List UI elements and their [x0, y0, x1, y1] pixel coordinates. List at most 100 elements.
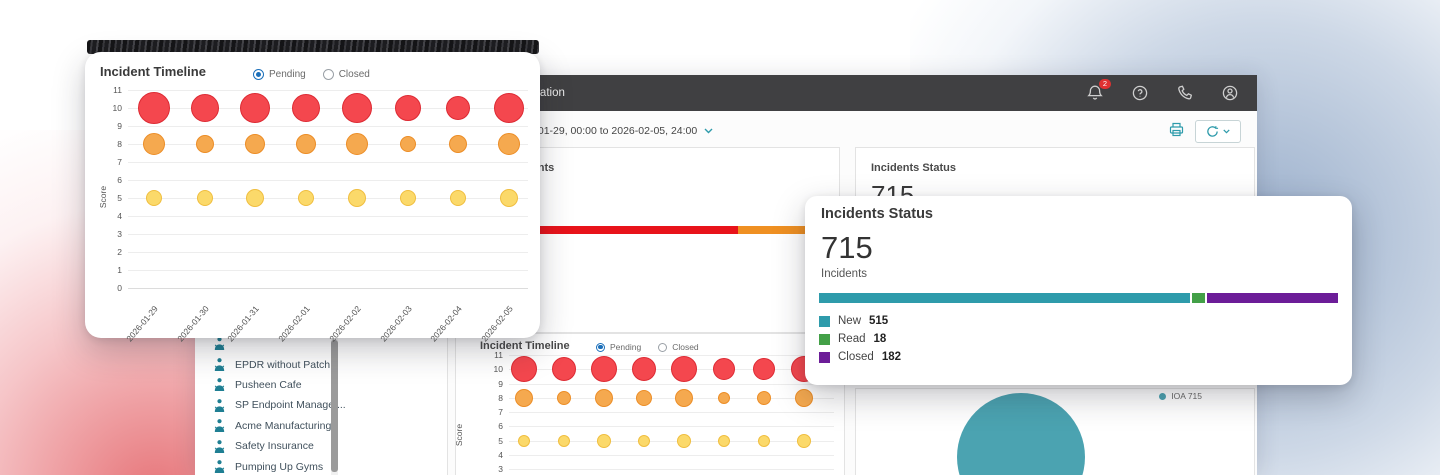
severity-stacked-bar: [506, 226, 826, 234]
gridline: [128, 216, 528, 217]
severity-segment-high: [738, 226, 826, 234]
radio-circle: [253, 69, 264, 80]
radio-closed[interactable]: Closed: [322, 69, 370, 80]
radio-circle: [658, 342, 668, 352]
data-bubble: [552, 357, 576, 382]
phone-icon[interactable]: [1176, 84, 1194, 102]
refresh-button[interactable]: [1195, 120, 1241, 143]
y-axis-tick: 4: [117, 211, 122, 221]
y-axis-tick: 8: [498, 392, 503, 403]
client-list-item[interactable]: Acme Manufacturing: [213, 418, 331, 433]
client-list-item[interactable]: Safety Insurance: [213, 439, 314, 454]
client-name: SP Endpoint Manager...: [235, 399, 346, 412]
data-bubble: [499, 189, 518, 207]
radio-closed[interactable]: Closed: [658, 342, 699, 352]
client-name: Safety Insurance: [235, 440, 314, 453]
legend-label: IOA 715: [1171, 391, 1202, 401]
data-bubble: [240, 93, 271, 123]
data-bubble: [515, 388, 533, 407]
date-range-selector[interactable]: 2026-01-29, 00:00 to 2026-02-05, 24:00: [511, 125, 713, 137]
gridline: [509, 383, 834, 385]
incidents-severity-card: Incidents: [490, 147, 840, 333]
radio-circle: [322, 69, 334, 80]
data-bubble: [671, 356, 697, 383]
radio-label: Pending: [610, 342, 642, 352]
legend-label: New: [838, 315, 862, 327]
client-list-item[interactable]: SP Endpoint Manager...: [213, 398, 346, 413]
incident-timeline-callout-card: Incident Timeline Pending Closed Score 0…: [85, 52, 540, 344]
radio-pending[interactable]: Pending: [596, 342, 641, 352]
status-segment-new: [819, 293, 1191, 303]
radio-label: Closed: [338, 69, 370, 80]
data-bubble: [677, 433, 691, 448]
card-title: Incidents Status: [871, 162, 956, 174]
status-legend: New 515 Read 18 Closed 182: [819, 312, 901, 366]
gridline: [128, 108, 528, 109]
legend-label: Read: [838, 333, 866, 345]
help-icon[interactable]: [1131, 84, 1149, 102]
radio-pending[interactable]: Pending: [253, 69, 306, 80]
gridline: [128, 234, 528, 235]
gridline: [509, 412, 834, 414]
print-button[interactable]: [1168, 121, 1185, 143]
gridline: [509, 440, 834, 442]
client-name: Pusheen Cafe: [235, 378, 302, 391]
notifications-bell-icon[interactable]: 2: [1086, 79, 1111, 102]
y-axis-tick: 6: [117, 175, 122, 185]
incident-timeline-card-background: Incident Timeline Pending Closed Score 0…: [454, 333, 845, 475]
client-list-item[interactable]: Pusheen Cafe: [213, 377, 302, 392]
legend-dot: [1159, 392, 1167, 400]
data-bubble: [713, 358, 735, 381]
legend-row: Closed 182: [819, 348, 901, 366]
y-axis-tick: 5: [498, 435, 503, 446]
gridline: [509, 397, 834, 399]
scrollbar-thumb[interactable]: [331, 340, 338, 472]
legend-swatch: [819, 315, 830, 327]
data-bubble: [298, 190, 315, 206]
y-axis-tick: 9: [117, 121, 122, 131]
client-person-icon: [214, 419, 225, 433]
y-axis-tick: 10: [112, 103, 122, 113]
torn-edge-decoration: [87, 40, 539, 54]
y-axis-tick: 6: [498, 421, 503, 432]
data-bubble: [493, 93, 524, 123]
legend-value: 515: [869, 315, 889, 327]
data-bubble: [797, 433, 811, 448]
y-axis-tick: 8: [117, 139, 122, 149]
data-bubble: [446, 96, 471, 120]
data-bubble: [450, 190, 467, 206]
data-bubble: [638, 434, 650, 447]
client-name: Pumping Up Gyms: [235, 460, 324, 473]
legend-value: 18: [873, 333, 887, 345]
card-title: Incidents Status: [821, 206, 933, 222]
status-segment-closed: [1206, 293, 1338, 303]
data-bubble: [292, 94, 321, 122]
data-bubble: [138, 92, 170, 124]
y-axis-tick: 9: [498, 378, 503, 389]
data-bubble: [511, 356, 537, 383]
data-bubble: [757, 390, 771, 405]
status-segment-read: [1192, 293, 1205, 303]
data-bubble: [591, 356, 617, 383]
gridline: [128, 126, 528, 127]
data-bubble: [718, 391, 730, 404]
y-axis-tick: 2: [117, 247, 122, 257]
gridline: [509, 469, 834, 471]
legend-swatch: [819, 333, 830, 345]
data-bubble: [245, 134, 266, 154]
incidents-status-callout-card: Incidents Status 715 Incidents New 515 Rea…: [805, 196, 1352, 385]
data-bubble: [449, 135, 468, 153]
y-axis-tick: 4: [498, 449, 503, 460]
client-list-item[interactable]: Pumping Up Gyms: [213, 459, 323, 474]
gridline: [509, 454, 834, 456]
account-icon[interactable]: [1221, 84, 1239, 102]
y-axis-tick: 7: [117, 157, 122, 167]
data-bubble: [675, 388, 693, 407]
data-bubble: [146, 190, 162, 206]
client-person-icon: [214, 460, 225, 473]
gridline: [128, 90, 528, 91]
client-person-icon: [214, 439, 225, 453]
data-bubble: [795, 388, 813, 407]
y-axis-tick: 11: [113, 85, 122, 95]
client-person-icon: [214, 378, 225, 392]
